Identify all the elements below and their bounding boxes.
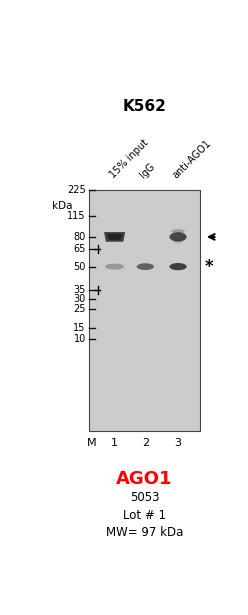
Text: 35: 35 — [73, 285, 86, 295]
Text: 50: 50 — [73, 261, 86, 272]
Text: *: * — [205, 258, 214, 276]
Text: 30: 30 — [73, 294, 86, 304]
Text: IgG: IgG — [138, 162, 157, 180]
Text: kDa: kDa — [52, 201, 72, 212]
Ellipse shape — [169, 263, 187, 270]
Text: 1: 1 — [111, 438, 118, 448]
Text: anti-AGO1: anti-AGO1 — [171, 138, 213, 180]
Ellipse shape — [173, 240, 183, 244]
Text: MW= 97 kDa: MW= 97 kDa — [106, 526, 183, 539]
Text: 65: 65 — [73, 244, 86, 254]
Ellipse shape — [137, 263, 154, 270]
Text: 2: 2 — [142, 438, 149, 448]
Ellipse shape — [169, 232, 187, 242]
Text: 115: 115 — [67, 211, 86, 221]
Text: 225: 225 — [67, 185, 86, 195]
Text: 25: 25 — [73, 304, 86, 314]
Text: AGO1: AGO1 — [116, 470, 173, 488]
Text: 5053: 5053 — [130, 491, 159, 504]
Text: 15% input: 15% input — [108, 138, 150, 180]
Text: 15: 15 — [73, 323, 86, 333]
Ellipse shape — [105, 264, 124, 269]
Text: 3: 3 — [175, 438, 182, 448]
Ellipse shape — [171, 229, 185, 234]
Text: 10: 10 — [73, 334, 86, 344]
Bar — [89, 190, 200, 431]
Polygon shape — [107, 234, 122, 240]
Text: M: M — [87, 438, 96, 448]
Text: K562: K562 — [123, 100, 166, 114]
Text: 80: 80 — [73, 232, 86, 242]
Polygon shape — [104, 232, 125, 242]
Text: Lot # 1: Lot # 1 — [123, 509, 166, 522]
